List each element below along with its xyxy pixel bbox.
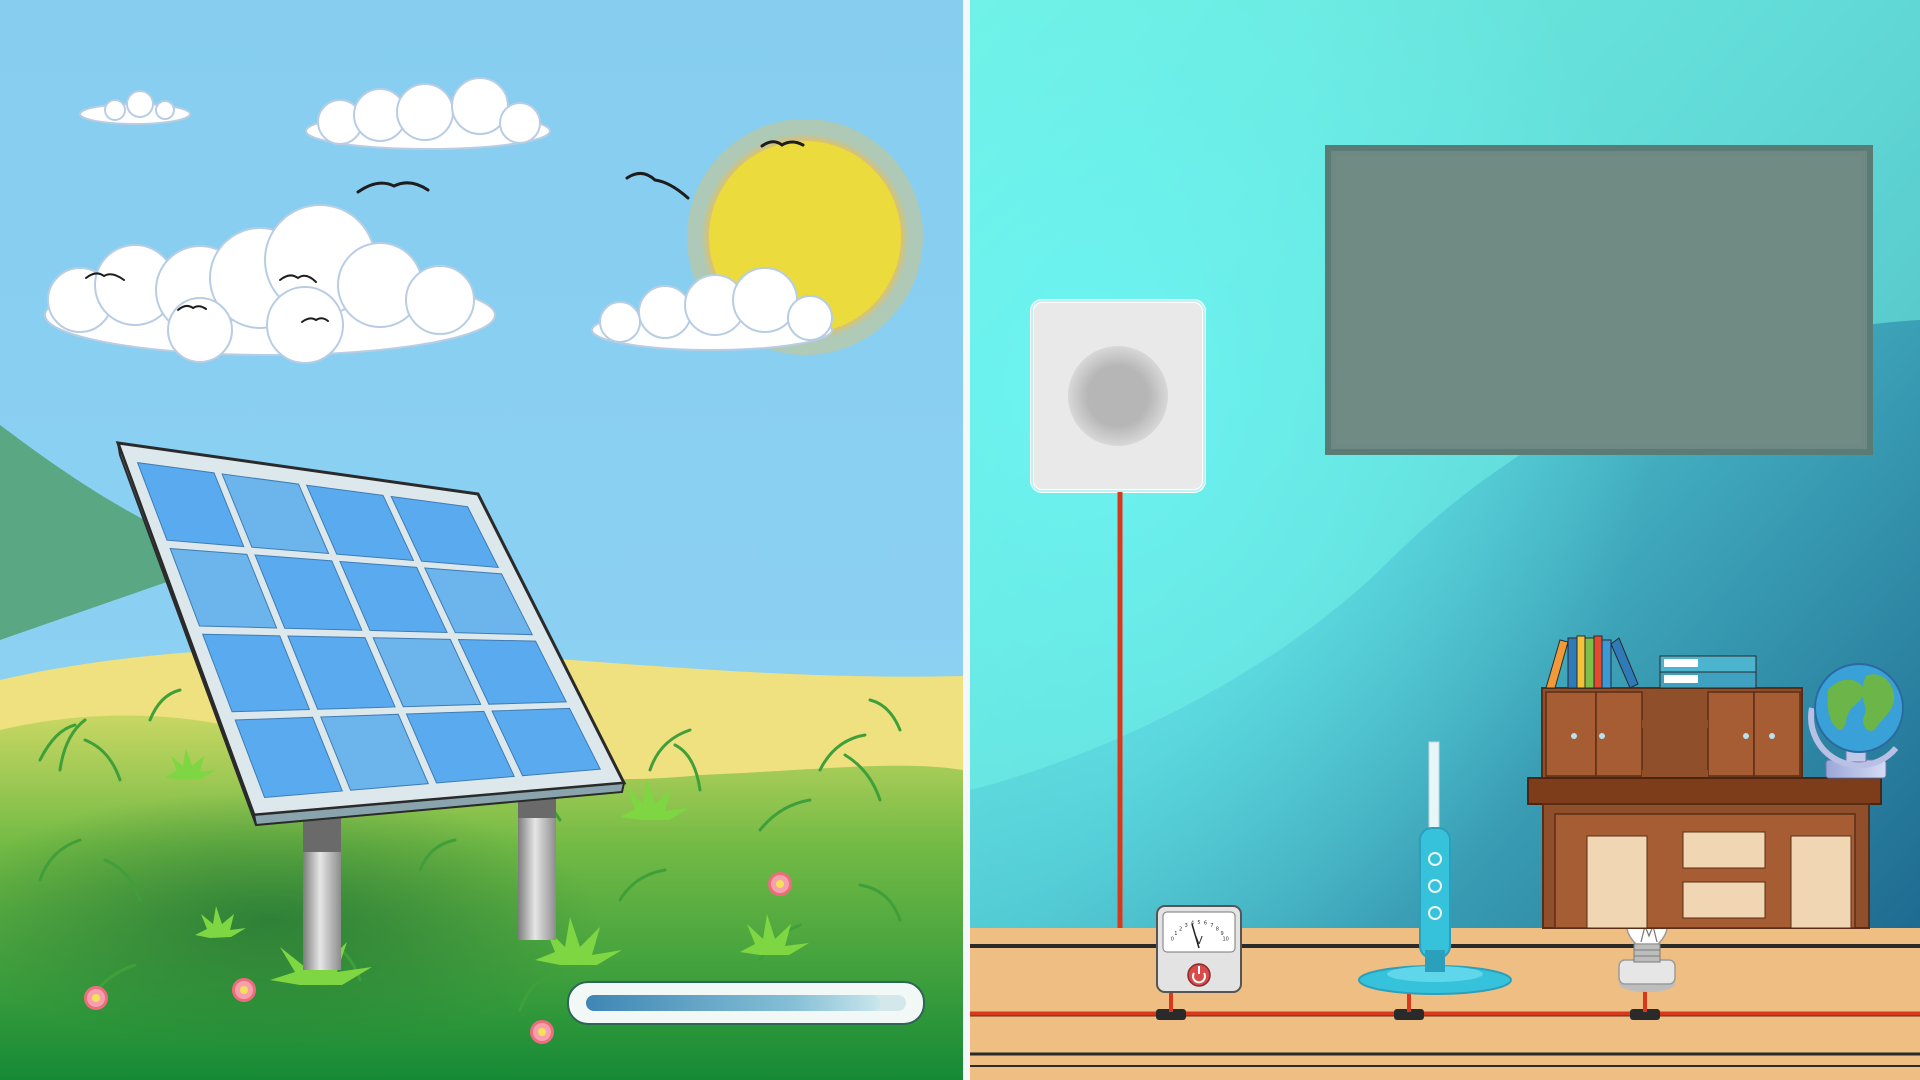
voltmeter-unit: V [1195,934,1203,947]
grass-blades [38,688,902,1022]
solar-cell [305,484,415,562]
solar-cell [390,495,500,569]
cloud-near-sun [591,267,833,351]
power-icon [1192,972,1206,984]
cabinet-desk [1527,687,1882,929]
voltmeter-scale-label: 10 [1223,936,1229,942]
voltmeter-scale-label: 5 [1197,920,1200,926]
books [1545,635,1757,689]
panel-cells [136,462,602,799]
distant-hill [0,425,230,640]
energy-bar-fill [586,995,881,1011]
flowers [84,872,792,1044]
globe [1808,663,1904,779]
voltmeter-scale-label: 1 [1174,931,1177,937]
solar-cell [339,560,448,633]
switch-knob[interactable] [1068,346,1168,446]
solar-cell [136,462,245,548]
solar-cell [405,710,516,784]
cloud-top-center [305,77,551,150]
energy-bar [567,981,925,1025]
solar-cell [287,635,396,710]
voltmeter-needle [1191,923,1200,949]
voltmeter-scale-label: 0 [1171,936,1174,942]
cloud-small [79,90,191,125]
solar-cell [169,547,278,629]
voltmeter-scale-label: 7 [1210,923,1213,929]
solar-cell [221,473,330,555]
solar-cell [491,707,602,777]
standing-fan[interactable] [1358,741,1512,995]
solar-cell [320,713,430,791]
grass-tufts [165,748,809,985]
indoor-scene: 0 1 2 3 4 5 6 7 8 9 10 V [970,0,1920,1080]
outdoor-scene [0,0,963,1080]
solar-panel[interactable] [115,441,627,970]
voltmeter-scale-label: 8 [1216,926,1219,932]
outdoor-scene-art [0,0,963,1080]
scene-divider [963,0,970,1080]
solar-cell [372,637,482,708]
wall-switch[interactable] [1030,299,1206,493]
voltmeter-scale-label: 9 [1221,931,1224,937]
cloud-large [44,204,496,364]
solar-cell [234,716,344,799]
wall-screen [1325,145,1873,455]
voltmeter-scale-label: 3 [1185,923,1188,929]
solar-cell [457,639,568,705]
voltmeter-scale-label: 2 [1179,926,1182,932]
solar-cell [423,567,534,636]
panel-shadow [0,790,600,1050]
birds [85,140,805,323]
voltmeter-scale-label: 6 [1204,921,1207,927]
voltmeter-scale-label: 4 [1191,921,1194,927]
circuit-wire [970,1011,1920,1017]
solar-cell [201,633,311,713]
solar-cell [254,554,363,631]
